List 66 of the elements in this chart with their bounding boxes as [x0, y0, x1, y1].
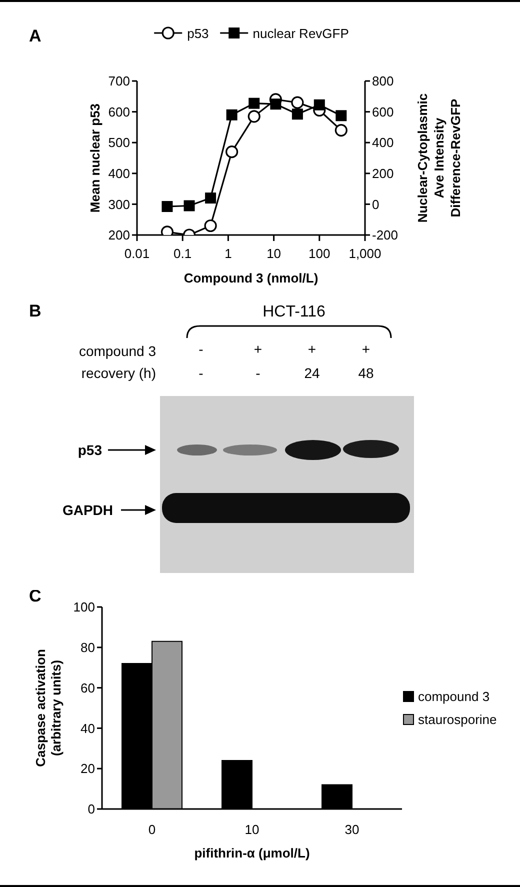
y-tick-label: 400	[108, 166, 130, 182]
text: p53	[78, 442, 102, 458]
text: B	[29, 302, 42, 320]
text: -	[256, 365, 261, 381]
y-tick-label: 60	[80, 680, 95, 696]
x-axis-title: Compound 3 (nmol/L)	[184, 270, 318, 286]
point	[184, 200, 195, 212]
x-tick-label: 1	[224, 246, 232, 262]
y-tick-label: 100	[73, 600, 95, 615]
y2-axis-title: Nuclear-Cytoplasmic Ave Intensity Difference-RevGFP	[415, 93, 463, 223]
y-tick-label: 0	[88, 802, 95, 817]
text: -	[198, 341, 204, 357]
y2-tick-label: 600	[372, 104, 394, 120]
y-axis-title: Mean nuclear p53	[88, 103, 102, 213]
x-tick-label: 0.01	[124, 246, 150, 262]
y-tick-label: 200	[108, 228, 130, 243]
y2-tick-label: 800	[372, 74, 394, 89]
x-tick-label: 30	[344, 822, 360, 838]
point	[314, 99, 325, 110]
text: compound 3	[78, 343, 156, 359]
text: recovery (h)	[81, 365, 156, 381]
y2-tick-label: 0	[372, 196, 380, 212]
point	[336, 110, 347, 122]
text: +	[362, 341, 370, 357]
point	[205, 192, 216, 204]
point	[334, 124, 348, 137]
chart-title: A	[29, 26, 42, 46]
x-tick-label: 0	[148, 822, 156, 838]
legend-label: p53	[187, 26, 209, 40]
text: 24	[304, 365, 320, 381]
point	[226, 109, 238, 120]
y-tick-label: 80	[80, 640, 95, 656]
y-tick-label: 700	[108, 74, 130, 89]
y-tick-label: 300	[108, 196, 130, 212]
y2-tick-label: -200	[372, 228, 398, 243]
y2-tick-label: 200	[372, 166, 394, 182]
point	[248, 98, 260, 109]
x-tick-label: 10	[244, 822, 260, 838]
legend-label: compound 3	[418, 688, 490, 704]
point	[270, 98, 282, 110]
text: -	[198, 365, 204, 381]
y-tick-label: 500	[108, 135, 130, 150]
x-tick-label: 0.1	[174, 246, 192, 262]
x-tick-label: 10	[266, 246, 282, 262]
legend-label: nuclear RevGFP	[252, 26, 349, 40]
text: +	[308, 341, 316, 357]
text: HCT-116	[262, 304, 326, 320]
y-axis-title: Caspase activation (arbitrary units)	[32, 649, 64, 767]
text: 48	[358, 365, 374, 381]
point	[226, 146, 238, 158]
y-tick-label: 600	[108, 104, 130, 120]
x-tick-label: 1,000	[348, 246, 382, 262]
text: +	[254, 341, 262, 357]
legend-label: staurosporine	[418, 712, 497, 726]
point	[248, 110, 260, 123]
text: GAPDH	[62, 502, 113, 518]
x-axis-title: pifithrin-α (μmol/L)	[194, 846, 310, 860]
y-tick-label: 40	[80, 720, 95, 736]
point	[204, 219, 217, 232]
chart-title: C	[29, 586, 42, 606]
y-tick-label: 20	[80, 761, 95, 776]
point	[162, 201, 173, 212]
y2-tick-label: 400	[372, 135, 394, 150]
point	[291, 96, 304, 109]
x-tick-label: 100	[308, 246, 330, 262]
point	[292, 108, 303, 120]
